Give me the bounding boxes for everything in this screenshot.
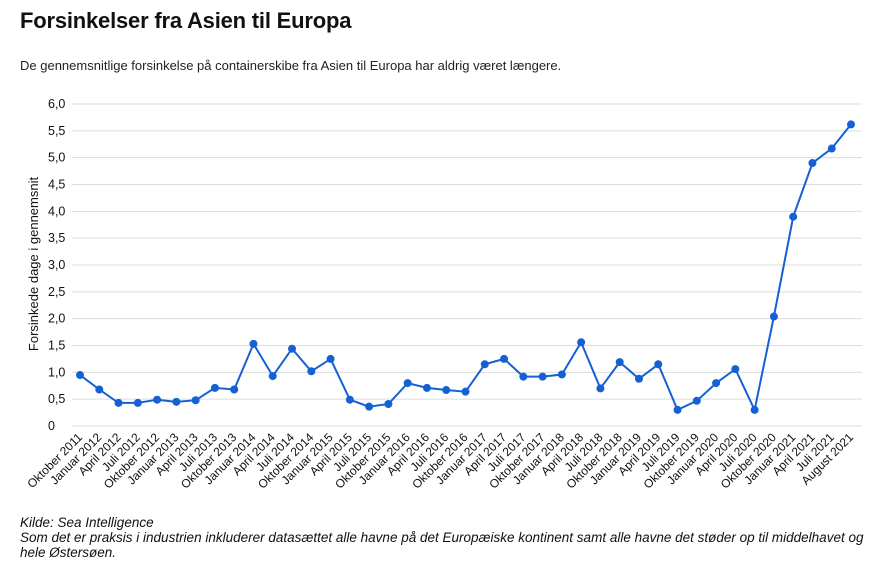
- chart-title: Forsinkelser fra Asien til Europa: [20, 8, 352, 33]
- data-point: [403, 379, 412, 388]
- data-point: [95, 385, 104, 394]
- data-point: [519, 372, 528, 381]
- data-point: [847, 120, 855, 129]
- y-tick-label: 5,5: [48, 124, 65, 138]
- y-tick-label: 5,0: [48, 151, 65, 165]
- y-axis-ticks: 0 0,5 1,0 1,5 2,0 2,5 3,0 3,5 4,0 4,5 5,0 5,5 6,0: [48, 97, 65, 433]
- chart-footer: Kilde: Sea Intelligence Som det er praks…: [20, 515, 870, 560]
- data-point: [538, 372, 547, 381]
- data-point: [384, 399, 393, 408]
- y-tick-label: 2,5: [48, 285, 65, 299]
- data-point: [480, 360, 489, 369]
- data-point: [133, 398, 142, 407]
- methodology-note: Som det er praksis i industrien inkluder…: [20, 530, 864, 560]
- data-point: [326, 354, 335, 363]
- data-point: [673, 405, 682, 414]
- y-tick-label: 3,5: [48, 231, 65, 245]
- data-point: [577, 338, 586, 347]
- source-note: Kilde: Sea Intelligence: [20, 515, 154, 530]
- y-tick-label: 0,5: [48, 392, 65, 406]
- data-point: [500, 354, 509, 363]
- chart-subtitle: De gennemsnitlige forsinkelse på contain…: [20, 58, 562, 73]
- line-chart: 0 0,5 1,0 1,5 2,0 2,5 3,0 3,5 4,0 4,5 5,0 5,5 6,0 Fo…: [24, 97, 862, 492]
- data-point: [596, 384, 605, 393]
- data-point: [634, 374, 643, 383]
- data-point: [365, 402, 374, 411]
- data-point: [692, 396, 701, 405]
- data-point: [422, 383, 431, 392]
- y-tick-label: 3,0: [48, 258, 65, 272]
- grid-lines: [72, 103, 862, 427]
- data-point: [615, 358, 624, 367]
- y-tick-label: 4,0: [48, 204, 65, 218]
- data-point: [345, 395, 354, 404]
- data-point: [442, 386, 451, 395]
- data-points: [76, 120, 855, 414]
- y-tick-label: 1,5: [48, 339, 65, 353]
- data-point: [789, 212, 798, 221]
- data-point: [769, 312, 778, 321]
- data-point: [712, 379, 721, 388]
- y-axis-label: Forsinkede dage i gennemsnit: [26, 177, 41, 352]
- y-tick-label: 4,5: [48, 178, 65, 192]
- data-point: [654, 360, 663, 369]
- data-point: [557, 370, 566, 379]
- data-point: [288, 344, 297, 353]
- data-point: [268, 372, 277, 381]
- y-tick-label: 2,0: [48, 312, 65, 326]
- data-point: [827, 144, 836, 153]
- data-point: [731, 365, 740, 374]
- data-point: [210, 383, 219, 392]
- data-point: [307, 367, 316, 376]
- y-tick-label: 6,0: [48, 97, 65, 111]
- data-point: [153, 395, 162, 404]
- data-point: [249, 339, 258, 348]
- data-point: [750, 405, 759, 414]
- data-point: [114, 398, 123, 407]
- y-tick-label: 0: [48, 419, 55, 433]
- y-tick-label: 1,0: [48, 365, 65, 379]
- data-point: [461, 387, 470, 396]
- data-point: [191, 396, 200, 405]
- data-point: [76, 371, 84, 380]
- data-point: [808, 159, 817, 168]
- data-point: [172, 397, 181, 406]
- data-point: [230, 385, 239, 394]
